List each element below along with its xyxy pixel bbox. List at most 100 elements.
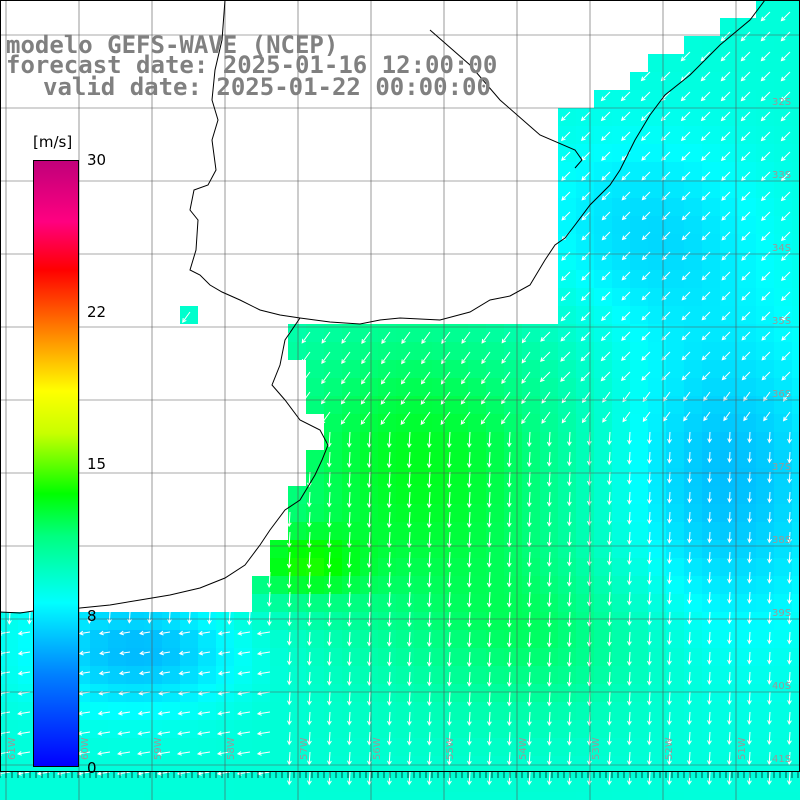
wind-arrow — [287, 771, 292, 786]
wind-arrow — [546, 451, 552, 467]
wind-cell — [396, 774, 414, 792]
wind-arrow — [401, 351, 411, 365]
wind-arrow — [747, 591, 752, 604]
wind-cell — [270, 612, 288, 630]
wind-arrow — [87, 611, 92, 624]
wind-arrow — [743, 391, 751, 402]
wind-arrow — [119, 650, 131, 656]
wind-arrow — [386, 471, 392, 489]
wind-arrow — [526, 551, 532, 568]
wind-arrow — [627, 551, 632, 566]
wind-arrow — [780, 171, 791, 182]
wind-arrow — [607, 731, 612, 746]
wind-arrow — [486, 651, 492, 668]
wind-arrow — [466, 471, 472, 489]
wind-cell — [792, 54, 800, 72]
wind-arrow — [446, 431, 452, 449]
wind-cell — [702, 648, 720, 666]
wind-cell — [144, 702, 162, 720]
wind-cell — [738, 198, 756, 216]
wind-arrow — [466, 591, 472, 608]
wind-cell — [612, 684, 630, 702]
wind-arrow — [526, 471, 532, 488]
wind-arrow — [687, 491, 692, 504]
wind-cell — [648, 558, 666, 576]
wind-cell — [306, 450, 324, 468]
wind-arrow — [426, 631, 432, 648]
wind-cell — [342, 648, 360, 666]
wind-arrow — [641, 191, 651, 201]
wind-cell — [594, 450, 612, 468]
wind-cell — [414, 684, 432, 702]
wind-cell — [684, 468, 702, 486]
wind-arrow — [460, 411, 471, 425]
wind-arrow — [366, 511, 372, 529]
wind-cell — [648, 504, 666, 522]
wind-cell — [306, 486, 324, 504]
wind-cell — [666, 198, 684, 216]
wind-arrow — [680, 131, 691, 142]
wind-cell — [306, 378, 324, 396]
wind-cell — [720, 378, 738, 396]
wind-cell — [414, 378, 432, 396]
wind-cell — [270, 648, 288, 666]
wind-arrow — [98, 630, 111, 636]
wind-cell — [594, 792, 612, 800]
wind-arrow — [620, 371, 631, 382]
wind-arrow — [723, 391, 731, 402]
wind-cell — [756, 54, 774, 72]
wind-arrow — [740, 131, 751, 142]
wind-cell — [594, 216, 612, 234]
wind-cell — [522, 522, 540, 540]
wind-arrow — [641, 331, 651, 341]
wind-arrow — [662, 411, 671, 422]
wind-cell — [90, 666, 108, 684]
wind-cell — [774, 576, 792, 594]
wind-cell — [324, 414, 342, 432]
wind-cell — [684, 396, 702, 414]
wind-arrow — [600, 111, 611, 122]
wind-cell — [648, 288, 666, 306]
wind-arrow — [760, 11, 771, 22]
wind-cell — [720, 396, 738, 414]
colorbar — [33, 160, 79, 767]
wind-cell — [792, 270, 800, 288]
wind-cell — [666, 108, 684, 126]
wind-cell — [432, 630, 450, 648]
wind-arrow — [787, 471, 792, 484]
wind-arrow — [287, 731, 292, 746]
wind-arrow — [287, 651, 292, 666]
wind-arrow — [216, 731, 231, 736]
wind-cell — [486, 666, 504, 684]
wind-arrow — [381, 331, 391, 345]
wind-cell — [486, 396, 504, 414]
wind-arrow — [500, 411, 511, 425]
wind-arrow — [139, 650, 151, 656]
wind-cell — [774, 162, 792, 180]
wind-cell — [522, 378, 540, 396]
wind-cell — [594, 522, 612, 540]
wind-cell — [738, 18, 756, 36]
wind-cell — [774, 594, 792, 612]
wind-arrow — [527, 731, 532, 746]
wind-cell — [666, 234, 684, 252]
wind-cell — [612, 108, 630, 126]
wind-arrow — [506, 571, 512, 588]
wind-arrow — [647, 471, 652, 485]
wind-arrow — [687, 571, 692, 585]
wind-cell — [594, 234, 612, 252]
wind-arrow — [486, 431, 492, 448]
wind-arrow — [601, 171, 611, 181]
wind-cell — [504, 576, 522, 594]
wind-cell — [90, 648, 108, 666]
wind-arrow — [326, 591, 332, 608]
wind-arrow — [506, 431, 512, 448]
wind-cell — [486, 324, 504, 342]
wind-arrow — [780, 131, 791, 142]
wind-cell — [666, 144, 684, 162]
wind-cell — [504, 486, 522, 504]
wind-cell — [630, 198, 648, 216]
wind-arrow — [539, 371, 551, 383]
